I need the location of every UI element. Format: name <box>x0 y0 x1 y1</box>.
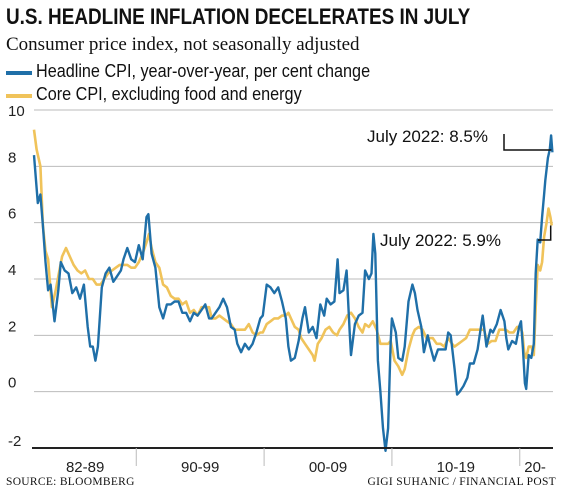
chart-title: U.S. HEADLINE INFLATION DECELERATES IN J… <box>6 4 471 29</box>
source-note: SOURCE: BLOOMBERG <box>6 476 135 488</box>
legend-label-headline: Headline CPI, year-over-year, per cent c… <box>36 61 371 81</box>
y-tick-label: 4 <box>8 262 16 279</box>
series-lines <box>32 129 554 452</box>
gridlines <box>34 109 553 393</box>
x-period-label: 82-89 <box>66 459 104 476</box>
x-period-label: 90-99 <box>181 459 219 476</box>
annotation-core-leader <box>538 225 552 241</box>
legend: Headline CPI, year-over-year, per cent c… <box>6 60 407 106</box>
legend-label-core: Core CPI, excluding food and energy <box>36 84 302 104</box>
y-tick-label: 2 <box>8 318 16 335</box>
headline-cpi-line <box>32 134 554 452</box>
y-tick-label: 6 <box>8 206 16 223</box>
legend-item-core: Core CPI, excluding food and energy <box>6 83 407 106</box>
x-period-label: 00-09 <box>309 459 347 476</box>
x-period-label: 20- <box>524 459 546 476</box>
y-tick-label: -2 <box>8 433 21 450</box>
y-tick-label: 10 <box>8 103 25 120</box>
y-axis-ticks: -2 0 2 4 6 8 10 <box>8 103 25 450</box>
legend-swatch-core <box>6 93 32 98</box>
annotation-core: July 2022: 5.9% <box>380 231 501 250</box>
x-period-label: 10-19 <box>437 459 475 476</box>
annotation-headline-leader <box>503 134 552 151</box>
annotations: July 2022: 8.5% July 2022: 5.9% <box>367 127 552 250</box>
legend-swatch-headline <box>6 70 32 75</box>
chart-subtitle: Consumer price index, not seasonally adj… <box>6 34 360 55</box>
x-axis: 82-89 90-99 00-09 10-19 20- <box>32 447 553 476</box>
y-tick-label: 0 <box>8 375 16 392</box>
credit-note: GIGI SUHANIC / FINANCIAL POST <box>367 476 556 488</box>
annotation-headline: July 2022: 8.5% <box>367 127 488 146</box>
legend-item-headline: Headline CPI, year-over-year, per cent c… <box>6 60 407 83</box>
y-tick-label: 8 <box>8 149 16 166</box>
